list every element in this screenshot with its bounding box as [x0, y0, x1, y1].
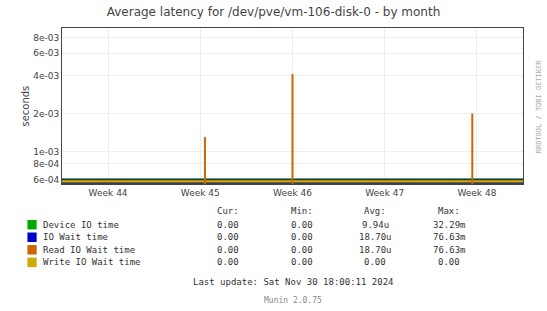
- svg-text:0.00: 0.00: [291, 245, 313, 255]
- svg-text:Min:: Min:: [291, 206, 313, 216]
- svg-text:8e-03: 8e-03: [33, 33, 59, 43]
- svg-text:6e-04: 6e-04: [33, 175, 59, 185]
- svg-text:1e-03: 1e-03: [33, 147, 59, 157]
- svg-text:Week 44: Week 44: [89, 188, 128, 198]
- svg-text:0.00: 0.00: [291, 232, 313, 242]
- svg-text:Read IO Wait time: Read IO Wait time: [43, 245, 135, 255]
- svg-text:0.00: 0.00: [438, 257, 460, 267]
- svg-text:Cur:: Cur:: [217, 206, 239, 216]
- svg-text:Last update: Sat Nov 30 18:00:: Last update: Sat Nov 30 18:00:11 2024: [193, 277, 393, 287]
- svg-text:18.70u: 18.70u: [359, 245, 392, 255]
- svg-text:8e-04: 8e-04: [33, 159, 59, 169]
- svg-text:0.00: 0.00: [291, 257, 313, 267]
- svg-text:32.29m: 32.29m: [433, 220, 466, 230]
- svg-text:RRDTOOL / TOBI OETIKER: RRDTOOL / TOBI OETIKER: [535, 60, 543, 154]
- svg-text:Week 47: Week 47: [365, 188, 404, 198]
- svg-text:0.00: 0.00: [217, 220, 239, 230]
- svg-text:4e-03: 4e-03: [33, 71, 59, 81]
- svg-text:Write IO Wait time: Write IO Wait time: [43, 257, 141, 267]
- svg-text:Average latency for /dev/pve/v: Average latency for /dev/pve/vm-106-disk…: [107, 5, 441, 19]
- svg-text:0.00: 0.00: [217, 232, 239, 242]
- svg-text:0.00: 0.00: [291, 220, 313, 230]
- svg-text:76.63m: 76.63m: [433, 245, 466, 255]
- svg-text:Avg:: Avg:: [364, 206, 386, 216]
- svg-text:0.00: 0.00: [364, 257, 386, 267]
- svg-text:0.00: 0.00: [217, 257, 239, 267]
- svg-text:Week 45: Week 45: [181, 188, 220, 198]
- svg-text:0.00: 0.00: [217, 245, 239, 255]
- svg-text:IO Wait time: IO Wait time: [43, 232, 108, 242]
- svg-text:seconds: seconds: [20, 86, 31, 127]
- svg-text:2e-03: 2e-03: [33, 109, 59, 119]
- svg-text:76.63m: 76.63m: [433, 232, 466, 242]
- svg-text:Munin 2.0.75: Munin 2.0.75: [264, 296, 322, 305]
- svg-text:Device IO time: Device IO time: [43, 220, 119, 230]
- svg-text:Max:: Max:: [438, 206, 460, 216]
- svg-text:Week 48: Week 48: [457, 188, 496, 198]
- svg-text:18.70u: 18.70u: [359, 232, 392, 242]
- svg-text:Week 46: Week 46: [273, 188, 312, 198]
- svg-text:9.94u: 9.94u: [362, 220, 389, 230]
- svg-text:6e-03: 6e-03: [33, 48, 59, 58]
